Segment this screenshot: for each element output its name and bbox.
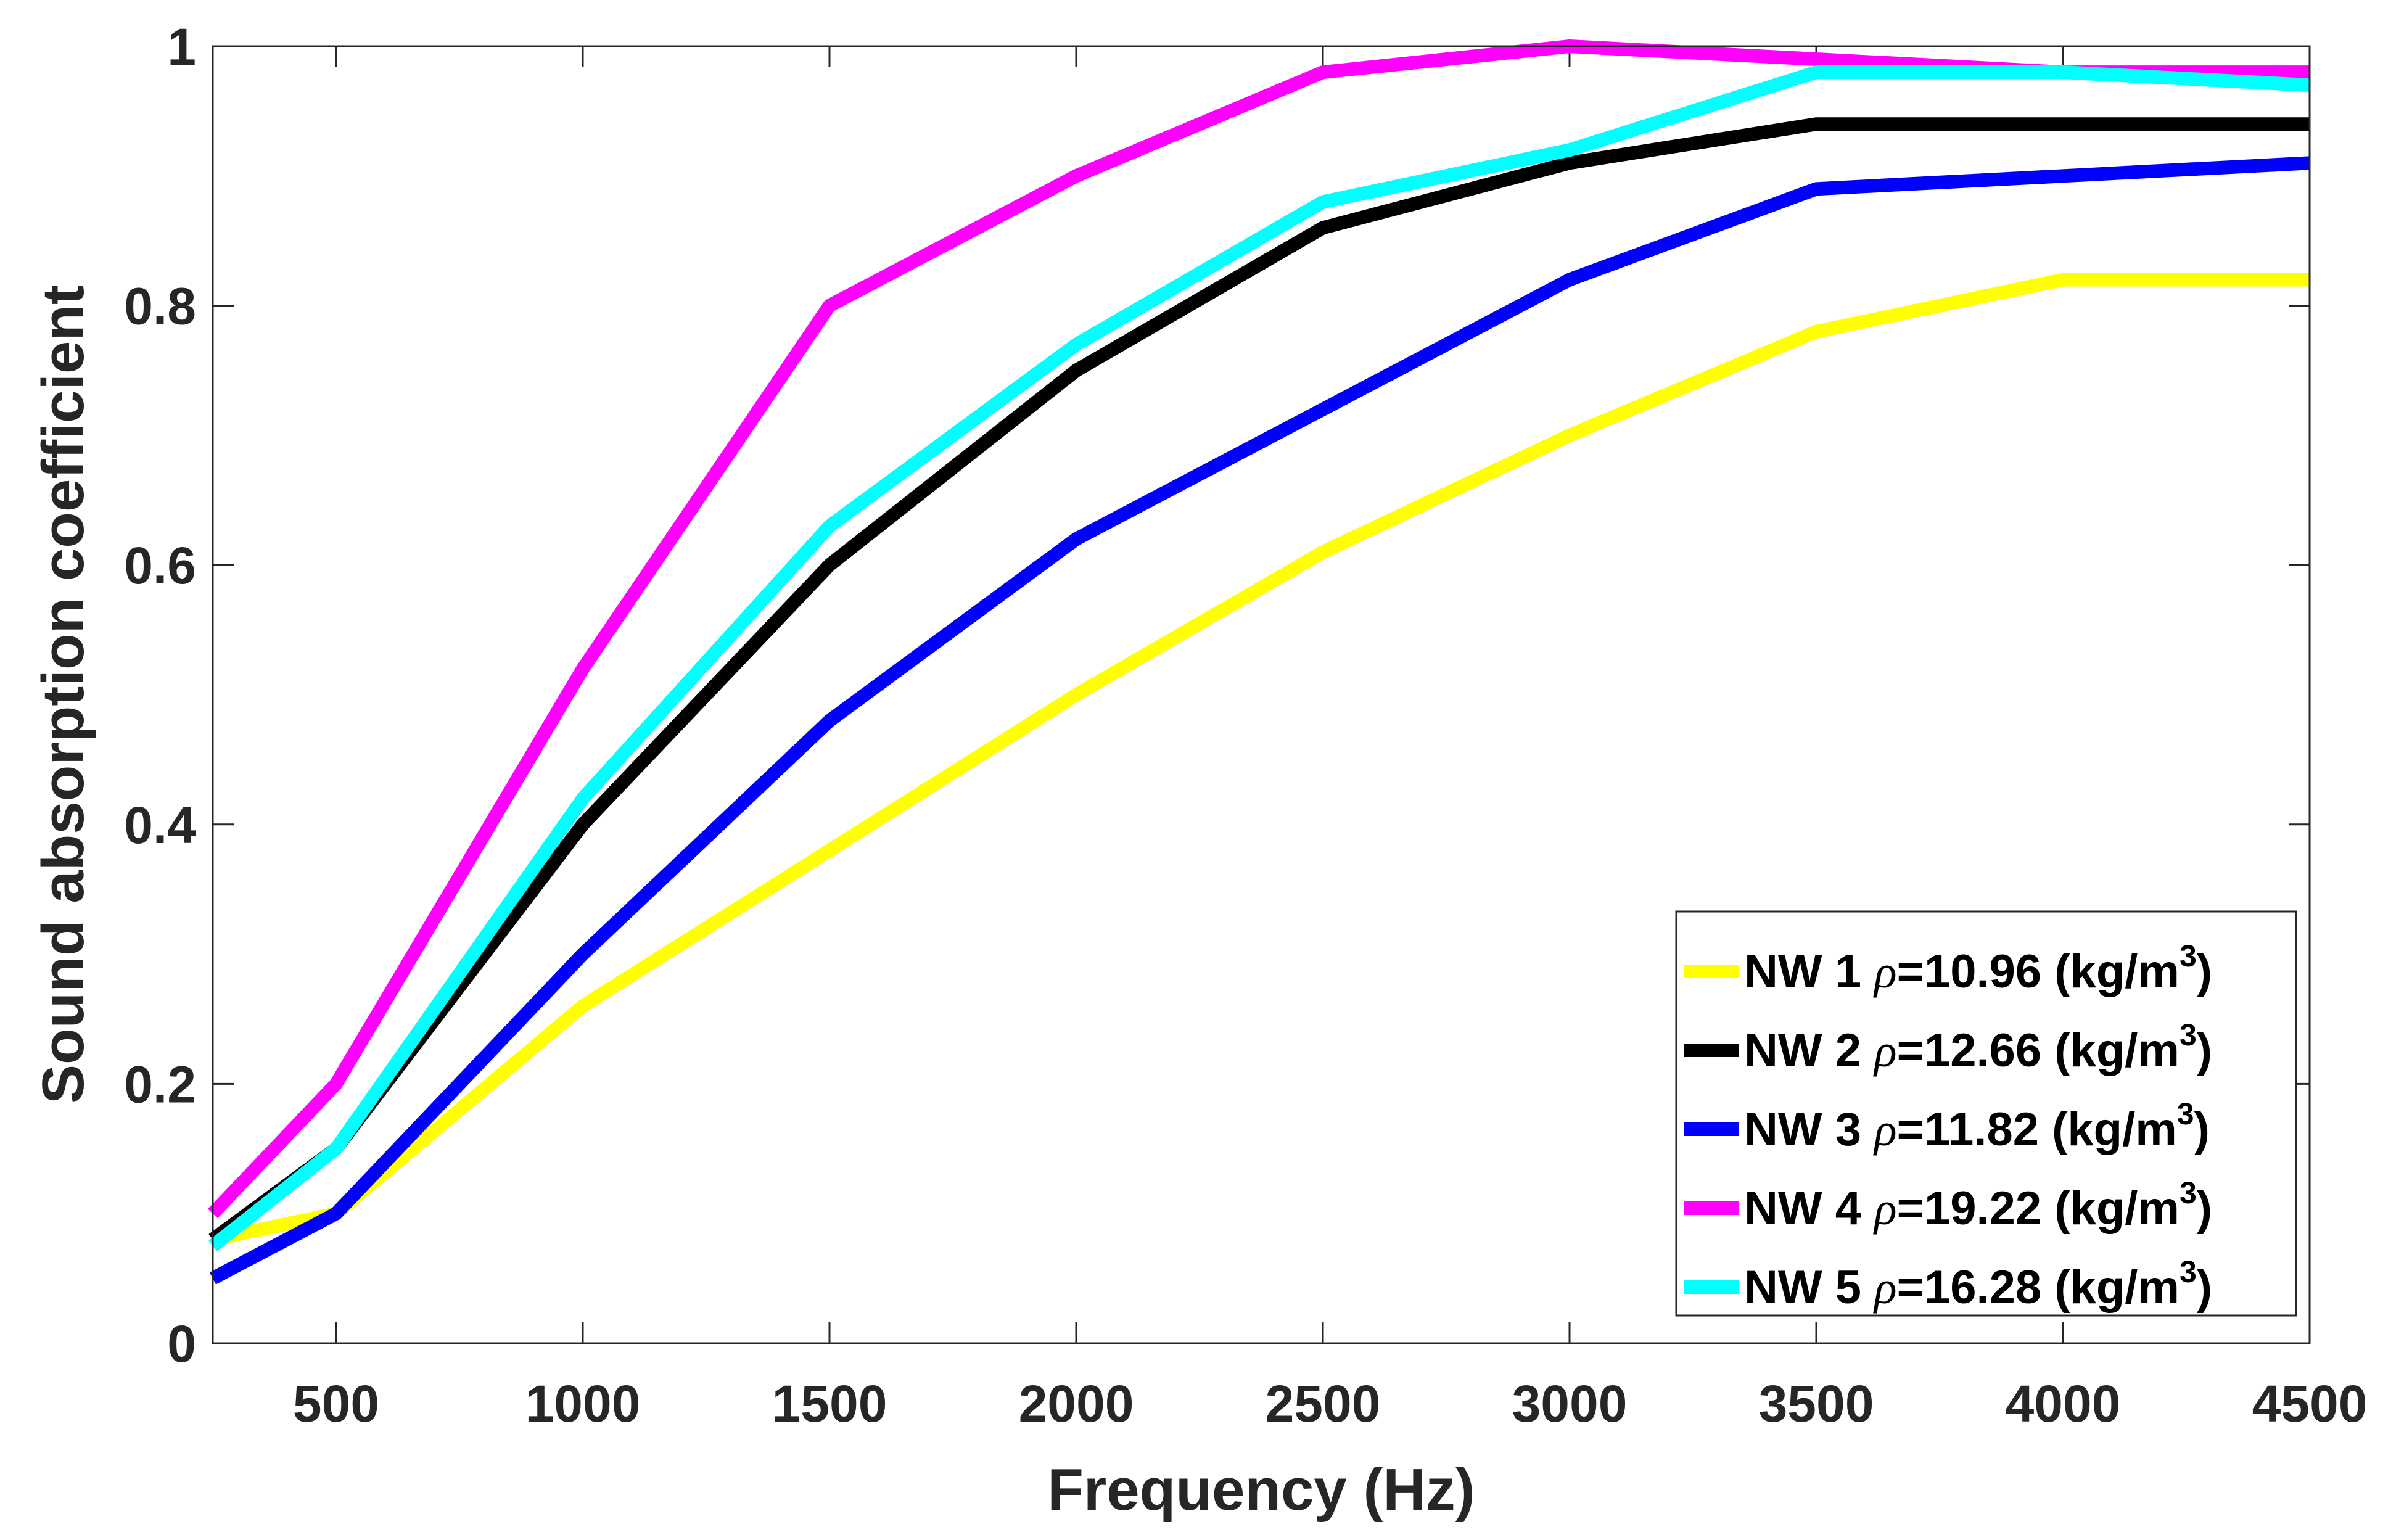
series-lines	[208, 39, 2310, 1285]
x-tick-label: 4000	[2006, 1375, 2121, 1433]
x-tick-label: 500	[293, 1375, 379, 1433]
series-line-nw1	[211, 273, 2310, 1246]
legend-series-name: NW 3	[1744, 1103, 1874, 1156]
legend-box	[1675, 910, 2297, 1317]
legend-density-exponent: 3	[2180, 1176, 2197, 1210]
y-tick-label: 0.8	[124, 278, 196, 336]
legend-density-close: )	[2197, 1182, 2212, 1235]
legend-label-nw4: NW 4 ρ=19.22 (kg/m3)	[1744, 1176, 2212, 1235]
legend-label-nw1: NW 1 ρ=10.96 (kg/m3)	[1744, 939, 2212, 998]
y-tick-label: 0.4	[124, 796, 196, 854]
legend: NW 1 ρ=10.96 (kg/m3)NW 2 ρ=12.66 (kg/m3)…	[1675, 910, 2297, 1317]
y-axis-label: Sound absorption coefficient	[30, 285, 96, 1104]
y-tick-labels: 0 0.2 0.4 0.6 0.8 1	[124, 18, 196, 1373]
legend-density-symbol: ρ	[1873, 1025, 1896, 1077]
legend-density-exponent: 3	[2177, 1097, 2194, 1131]
x-tick-labels: 500 1000 1500 2000 2500 3000 3500 4000 4500	[293, 1375, 2368, 1433]
legend-density-value: =11.82 (kg/m	[1897, 1103, 2177, 1156]
x-tick-label: 4500	[2252, 1375, 2368, 1433]
legend-density-exponent: 3	[2180, 1018, 2197, 1052]
x-axis-label: Frequency (Hz)	[1047, 1457, 1475, 1523]
legend-series-name: NW 1	[1744, 945, 1874, 998]
legend-density-symbol: ρ	[1873, 1262, 1896, 1314]
legend-density-symbol: ρ	[1873, 946, 1896, 998]
x-tick-label: 1500	[772, 1375, 887, 1433]
y-tick-label: 0.2	[124, 1055, 196, 1113]
legend-density-value: =16.28 (kg/m	[1897, 1261, 2180, 1314]
legend-series-name: NW 5	[1744, 1261, 1874, 1314]
legend-density-symbol: ρ	[1873, 1104, 1896, 1156]
legend-density-value: =10.96 (kg/m	[1897, 945, 2180, 998]
y-tick-label: 0	[167, 1315, 196, 1373]
series-line-nw3	[209, 156, 2310, 1285]
plot-frame	[212, 45, 2311, 1344]
legend-density-value: =12.66 (kg/m	[1897, 1024, 2180, 1077]
legend-label-nw2: NW 2 ρ=12.66 (kg/m3)	[1744, 1018, 2212, 1077]
legend-density-exponent: 3	[2180, 1254, 2197, 1289]
legend-density-close: )	[2194, 1103, 2210, 1156]
legend-label-nw3: NW 3 ρ=11.82 (kg/m3)	[1744, 1097, 2210, 1156]
legend-label-nw5: NW 5 ρ=16.28 (kg/m3)	[1744, 1254, 2212, 1314]
x-tick-label: 3000	[1512, 1375, 1628, 1433]
x-tick-label: 2500	[1266, 1375, 1381, 1433]
series-line-nw5	[208, 65, 2310, 1251]
legend-density-close: )	[2197, 1261, 2212, 1314]
x-tick-label: 3500	[1759, 1375, 1874, 1433]
legend-density-value: =19.22 (kg/m	[1897, 1182, 2180, 1235]
y-tick-label: 0.6	[124, 537, 196, 595]
series-line-nw2	[208, 117, 2310, 1245]
legend-density-symbol: ρ	[1873, 1183, 1896, 1235]
x-tick-label: 1000	[525, 1375, 641, 1433]
legend-density-close: )	[2197, 945, 2212, 998]
legend-series-name: NW 2	[1744, 1024, 1874, 1077]
legend-density-exponent: 3	[2180, 939, 2197, 973]
y-tick-label: 1	[167, 18, 196, 76]
legend-density-close: )	[2197, 1024, 2212, 1077]
x-tick-label: 2000	[1019, 1375, 1134, 1433]
legend-series-name: NW 4	[1744, 1182, 1874, 1235]
